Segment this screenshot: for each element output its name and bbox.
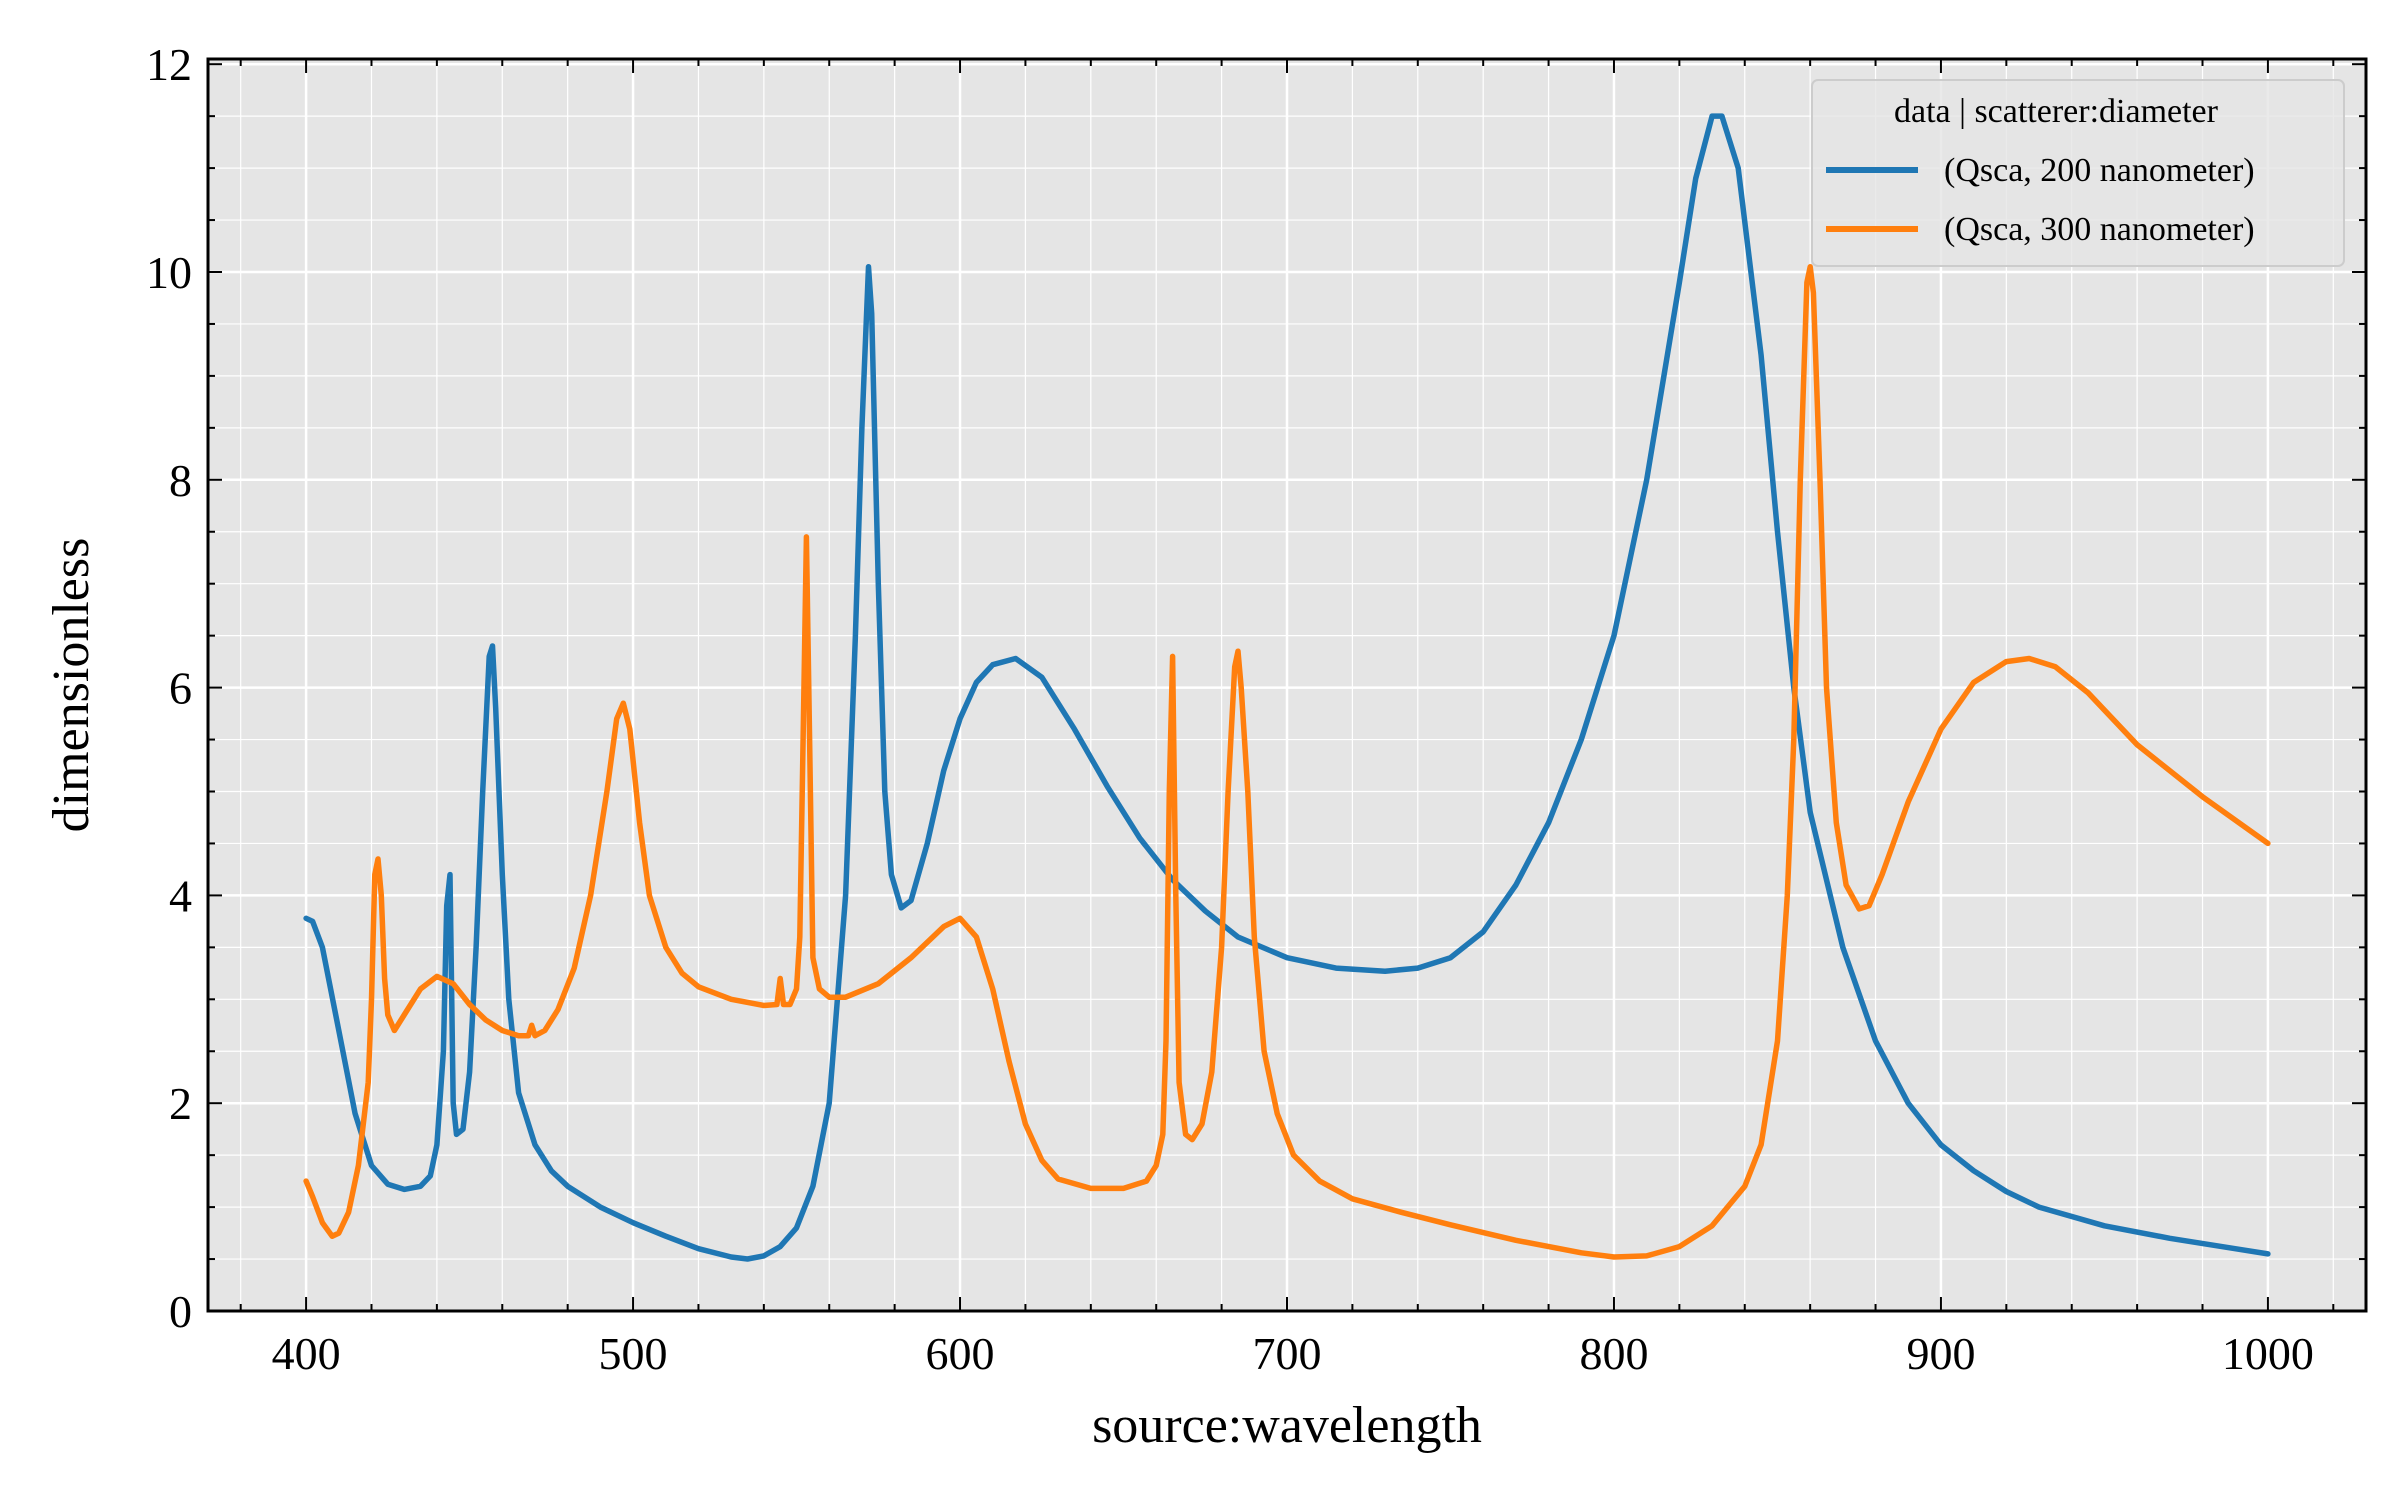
- y-tick-label: 0: [169, 1286, 192, 1337]
- x-tick-label: 700: [1253, 1328, 1322, 1379]
- y-tick-label: 12: [146, 39, 192, 90]
- y-axis-label: dimensionless: [43, 538, 100, 833]
- series-line-200nm: [303, 113, 2271, 1262]
- x-tick-label: 500: [599, 1328, 668, 1379]
- series-line-300nm: [303, 264, 2271, 1260]
- y-tick-label: 4: [169, 870, 192, 921]
- x-axis-label: source:wavelength: [1092, 1397, 1482, 1454]
- x-tick-label: 800: [1579, 1328, 1648, 1379]
- y-tick-label: 2: [169, 1078, 192, 1129]
- series-lines: [303, 113, 2271, 1262]
- legend-box: [1811, 79, 2345, 267]
- y-tick-label: 10: [146, 247, 192, 298]
- y-tick-label: 8: [169, 455, 192, 506]
- legend: data | scatterer:diameter (Qsca, 200 nan…: [1811, 79, 2345, 267]
- x-tick-label: 1000: [2222, 1328, 2314, 1379]
- x-tick-label: 600: [926, 1328, 995, 1379]
- ticks: 400 500 600 700 800 900 1000 0 2 4 6 8 10 12: [146, 39, 2366, 1379]
- legend-label-300nm: (Qsca, 300 nanometer): [1944, 211, 2255, 248]
- legend-label-200nm: (Qsca, 200 nanometer): [1944, 152, 2255, 189]
- legend-title: data | scatterer:diameter: [1894, 93, 2219, 130]
- y-tick-label: 6: [169, 663, 192, 714]
- x-tick-label: 900: [1906, 1328, 1975, 1379]
- x-tick-label: 400: [272, 1328, 341, 1379]
